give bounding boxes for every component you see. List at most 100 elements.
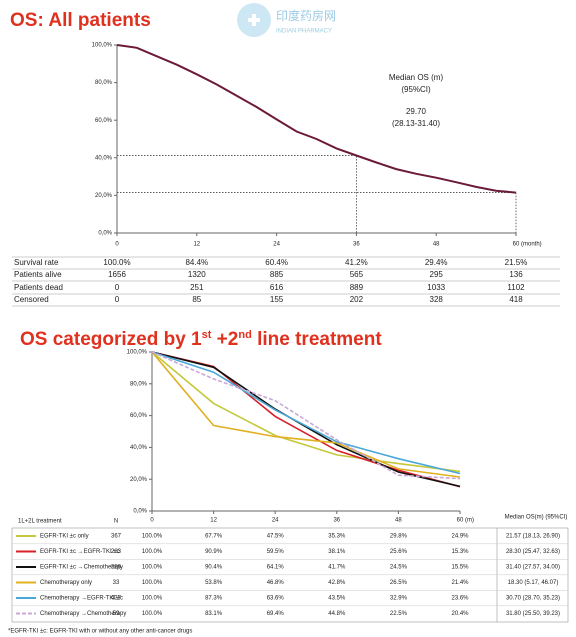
table-cell: 100.0%: [142, 534, 163, 540]
table-cell: 136: [509, 270, 523, 279]
series-line: [151, 351, 461, 473]
legend-label: EGFR-TKI ±c only: [40, 534, 89, 540]
title-part: OS categorized by 1: [20, 329, 202, 350]
x-tick-label: 0: [150, 518, 154, 524]
x-tick-label: 0: [115, 242, 119, 248]
table-cell: 87.3%: [205, 596, 223, 602]
table-cell: 42.8%: [328, 580, 346, 586]
median-cell: 31.80 (25.50, 39.23): [506, 611, 560, 617]
table-cell: 336: [111, 565, 122, 571]
y-tick-label: 60,0%: [95, 118, 113, 124]
table-cell: 41.7%: [328, 565, 346, 571]
legend-label: Chemotherapy →Chemotherapy: [40, 611, 126, 617]
survival-curve: [116, 44, 517, 194]
x-axis-label: (month): [521, 242, 542, 248]
x-tick-label: 36: [353, 242, 360, 248]
table-cell: 44.8%: [328, 611, 346, 617]
y-tick-label: 100,0%: [92, 43, 113, 49]
title-part: nd: [238, 329, 251, 341]
x-tick-label: 24: [273, 242, 280, 248]
table-row-label: Patients alive: [14, 270, 62, 279]
table-cell: 100.0%: [142, 565, 163, 571]
y-tick-label: 100,0%: [127, 350, 148, 356]
x-tick-label: 24: [272, 518, 279, 524]
watermark-title: 印度药房网: [276, 8, 336, 23]
table-cell: 15.3%: [451, 549, 469, 555]
x-tick-label: 48: [395, 518, 402, 524]
table-cell: 43.5%: [328, 596, 346, 602]
table-cell: 0: [115, 283, 120, 292]
table-cell: 38.1%: [328, 549, 346, 555]
table-row-label: Survival rate: [14, 258, 59, 267]
table-cell: 565: [350, 270, 364, 279]
table-cell: 328: [430, 295, 444, 304]
table-cell: 251: [190, 283, 204, 292]
reference-line: [117, 192, 517, 233]
table-cell: 67.7%: [205, 534, 223, 540]
table-cell: 616: [270, 283, 284, 292]
table-row-label: Patients dead: [14, 283, 63, 292]
table-cell: 20.4%: [451, 611, 469, 617]
table-cell: 85: [192, 295, 201, 304]
table-cell: 59: [113, 611, 120, 617]
table-cell: 295: [430, 270, 444, 279]
table-cell: 367: [111, 534, 122, 540]
table-cell: 885: [270, 270, 284, 279]
x-tick-label: 12: [210, 518, 217, 524]
y-tick-label: 80,0%: [95, 80, 113, 86]
median-cell: 28.30 (25.47, 32.63): [506, 549, 560, 555]
y-tick-label: 0,0%: [98, 231, 112, 237]
table-cell: 46.8%: [267, 580, 285, 586]
median-cell: 31.40 (27.57, 34.00): [506, 565, 560, 571]
table-cell: 32.9%: [390, 596, 408, 602]
table-header: N: [114, 519, 118, 525]
y-tick-label: 20,0%: [130, 477, 148, 483]
median-header: Median OS(m) (95%CI): [505, 515, 568, 521]
table-cell: 889: [350, 283, 364, 292]
table-cell: 1033: [427, 283, 445, 292]
watermark-subtitle: INDIAN PHARMACY: [276, 29, 332, 35]
table-cell: 59.5%: [267, 549, 285, 555]
x-tick-label: 12: [193, 242, 200, 248]
annotation: (28.13-31.40): [392, 119, 440, 128]
table-cell: 64.1%: [267, 565, 285, 571]
table-cell: 25.6%: [390, 549, 408, 555]
series-line: [151, 351, 461, 488]
x-tick-label: 60: [513, 242, 520, 248]
annotation: Median OS (m): [389, 73, 444, 82]
y-tick-label: 0,0%: [133, 509, 147, 515]
table-cell: 1320: [188, 270, 206, 279]
table-cell: 63.6%: [267, 596, 285, 602]
y-tick-label: 40,0%: [95, 155, 113, 161]
table-cell: 29.4%: [425, 258, 448, 267]
table-cell: 24.9%: [451, 534, 469, 540]
table-cell: 69.4%: [267, 611, 285, 617]
table-cell: 90.9%: [205, 549, 223, 555]
y-tick-label: 80,0%: [130, 381, 148, 387]
table-header: 1L+2L treatment: [18, 519, 62, 525]
title-part: +2: [211, 329, 238, 350]
chart-title: OS categorized by 1st +2nd line treatmen…: [20, 329, 382, 350]
table-cell: 47.5%: [267, 534, 285, 540]
y-tick-label: 60,0%: [130, 413, 148, 419]
table-cell: 1102: [507, 283, 525, 292]
table-cell: 22.5%: [390, 611, 408, 617]
legend-label: Chemotherapy only: [40, 580, 92, 586]
x-tick-label: 48: [433, 242, 440, 248]
table-cell: 24.5%: [390, 565, 408, 571]
series-line: [151, 351, 461, 478]
median-cell: 30.70 (28.70, 35.23): [506, 596, 560, 602]
y-tick-label: 40,0%: [130, 445, 148, 451]
table-cell: 53.8%: [205, 580, 223, 586]
table-cell: 33: [113, 580, 120, 586]
table-cell: 100.0%: [142, 580, 163, 586]
table-cell: 41.2%: [345, 258, 368, 267]
table-cell: 83.1%: [205, 611, 223, 617]
table-cell: 100.0%: [103, 258, 130, 267]
x-axis-label: (m): [465, 518, 474, 524]
table-cell: 26.5%: [390, 580, 408, 586]
table-cell: 100.0%: [142, 611, 163, 617]
reference-line: [117, 155, 357, 233]
annotation: 29.70: [406, 107, 427, 116]
